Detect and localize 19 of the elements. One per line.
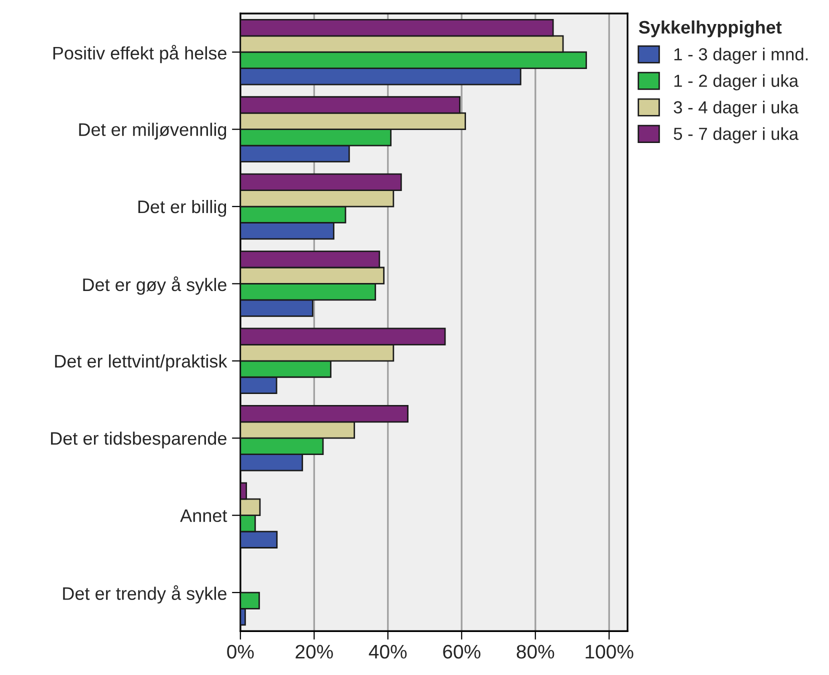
x-tick-label: 0% (227, 644, 254, 659)
legend-title: Sykkelhyppighet (638, 20, 782, 38)
x-tick-label: 40% (368, 644, 407, 659)
y-tick-label: Det er billig (138, 200, 226, 217)
y-tick-label: Det er gøy å sykle (83, 276, 226, 295)
y-tick-label: Det er lettvint/praktisk (55, 354, 228, 372)
legend-label: 3 - 4 dager i uka (674, 100, 799, 117)
x-tick-label: 100% (586, 644, 634, 659)
x-tick-label: 60% (443, 644, 480, 659)
y-tick-label: Annet (180, 509, 228, 522)
y-tick-label: Det er trendy å sykle (63, 585, 226, 604)
legend-label: 5 - 7 dager i uka (674, 127, 799, 144)
x-tick-label: 80% (516, 644, 554, 659)
y-tick-label: Det er tidsbesparende (51, 432, 226, 448)
legend-label: 1 - 3 dager i mnd. (674, 48, 808, 64)
legend-label: 1 - 2 dager i uka (674, 74, 799, 90)
y-tick-label: Positiv effekt på helse (53, 44, 226, 64)
x-tick-label: 20% (296, 644, 333, 659)
y-tick-label: Det er miljøvennlig (79, 122, 226, 140)
